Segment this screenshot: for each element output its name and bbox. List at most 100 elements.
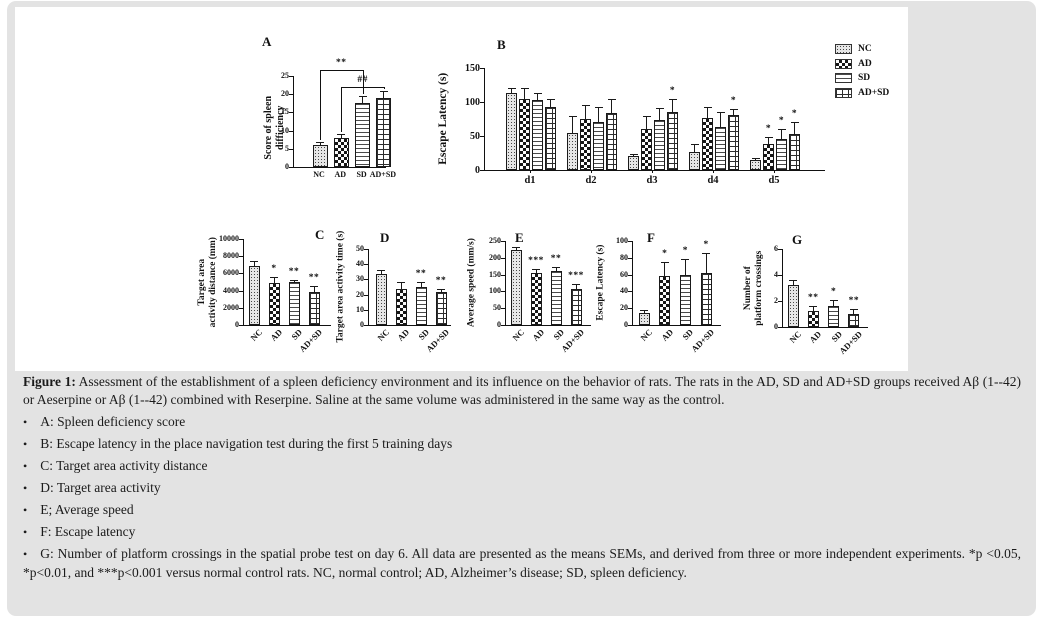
error-bar	[379, 90, 388, 99]
y-tick-label: 40	[620, 286, 628, 296]
panel-G: G Number of platform crossings ** * ** 0 2 4 6 NC…	[725, 217, 868, 356]
error-bar	[729, 109, 738, 116]
y-tick-mark	[289, 76, 293, 77]
y-tick-label: 60	[620, 269, 628, 279]
bar-SD-d1	[532, 99, 543, 170]
y-tick-mark	[364, 279, 368, 281]
caption-bullet-list: • A: Spleen deficiency score • B: Escape la…	[23, 413, 1021, 581]
x-label-d4: d4	[707, 175, 719, 186]
y-tick-mark	[501, 241, 505, 242]
plot-area-C: * ** **	[243, 239, 331, 326]
panel-letter-B: B	[497, 37, 506, 52]
sig-marker: *	[703, 239, 709, 250]
x-tick-mark	[774, 170, 775, 173]
error-bar	[532, 268, 540, 273]
bar-AD+SD	[848, 314, 860, 327]
error-bar	[594, 107, 603, 123]
legend-item-AD+SD: AD+SD	[835, 87, 890, 98]
bar-SD	[550, 271, 562, 325]
bar-SD	[679, 275, 691, 325]
y-tick-mark	[628, 241, 632, 242]
y-tick-mark	[289, 148, 293, 150]
sig-marker: *	[830, 286, 837, 297]
sig-marker: *	[669, 85, 676, 96]
error-bar	[290, 279, 298, 283]
y-tick-label: 2000	[223, 302, 239, 312]
error-bar	[533, 93, 542, 100]
bullet-text: B: Escape latency in the place navigatio…	[40, 436, 453, 451]
bar-AD+SD	[376, 97, 392, 167]
y-tick-mark	[628, 291, 632, 293]
y-tick-label: 0	[285, 162, 289, 171]
bar-NC-d2	[567, 132, 578, 170]
y-tick-label: 4	[774, 270, 778, 279]
error-bar	[552, 267, 560, 272]
legend-item-NC: NC	[835, 44, 889, 54]
x-label-d3: d3	[646, 175, 658, 186]
bar-SD	[288, 282, 300, 325]
bar-AD-d5	[763, 144, 774, 170]
bar-NC-d1	[506, 93, 517, 170]
y-axis-label-D: Target area activity time (s)	[335, 230, 346, 343]
legend-swatch-SD	[835, 73, 852, 83]
y-tick-label: 50	[493, 303, 501, 313]
y-tick-label: 0	[497, 320, 501, 329]
error-bar	[310, 286, 318, 293]
y-tick-label: 15	[281, 107, 289, 117]
bar-NC	[312, 145, 328, 167]
error-bar	[809, 306, 818, 312]
sig-marker: **	[808, 293, 819, 304]
y-tick-mark	[239, 256, 243, 258]
sig-marker: *	[765, 124, 772, 135]
error-bar	[437, 289, 445, 293]
bar-SD	[828, 306, 840, 327]
x-label-AD+SD: AD+SD	[369, 170, 397, 179]
sig-marker: *	[791, 108, 798, 119]
panel-B: B Escape Latency (s) * * * * * 0 50 100 150 d1 d2 d3 d…	[435, 22, 825, 186]
bullet-marker: •	[23, 481, 28, 495]
sig-marker: **	[308, 273, 320, 284]
error-bar	[829, 299, 838, 307]
x-tick-mark	[591, 170, 592, 173]
bracket-leg	[341, 87, 343, 133]
bar-NC-d5	[750, 159, 761, 170]
y-tick-mark	[289, 94, 293, 96]
error-bar	[507, 87, 516, 94]
y-tick-mark	[239, 273, 243, 275]
y-tick-mark	[778, 301, 782, 302]
error-bar	[702, 252, 711, 274]
sig-marker: **	[415, 269, 427, 280]
panel-letter-D: D	[380, 230, 390, 245]
y-tick-mark	[480, 102, 484, 103]
bar-AD+SD	[570, 289, 582, 325]
figure-image: A Score of spleen difficiency ** ## 0 5 10 15 20…	[15, 7, 908, 371]
legend-label: AD+SD	[858, 87, 890, 98]
legend-label: NC	[858, 44, 872, 54]
error-bar	[629, 153, 638, 156]
y-tick-label: 150	[465, 63, 480, 74]
error-bar	[358, 96, 367, 104]
sig-marker: **	[550, 254, 562, 265]
caption-paragraph: Figure 1: Assessment of the establishmen…	[23, 373, 1021, 408]
plot-area-E: *** ** ***	[505, 241, 591, 326]
error-bar	[703, 106, 712, 119]
legend-swatch-AD	[835, 58, 852, 69]
bar-AD+SD	[435, 292, 447, 325]
caption-bullet-item: • E; Average speed	[23, 501, 1021, 520]
y-tick-mark	[364, 264, 368, 266]
y-tick-mark	[480, 68, 484, 69]
y-tick-label: 5	[285, 143, 289, 153]
y-tick-label: 30	[356, 274, 364, 284]
bar-AD+SD-d3	[667, 112, 678, 170]
y-axis-label-B: Escape Latency (s)	[437, 72, 450, 165]
bullet-marker: •	[23, 459, 28, 473]
error-bar	[397, 281, 405, 290]
legend: NC AD SD AD+SD	[835, 44, 889, 102]
legend-item-SD: SD	[835, 73, 889, 83]
plot-area-D: ** **	[368, 249, 451, 326]
bracket-label: **	[336, 58, 347, 68]
bar-AD	[530, 272, 542, 325]
y-tick-label: 0	[774, 322, 778, 331]
error-bar	[777, 128, 786, 139]
error-bar	[512, 247, 520, 251]
